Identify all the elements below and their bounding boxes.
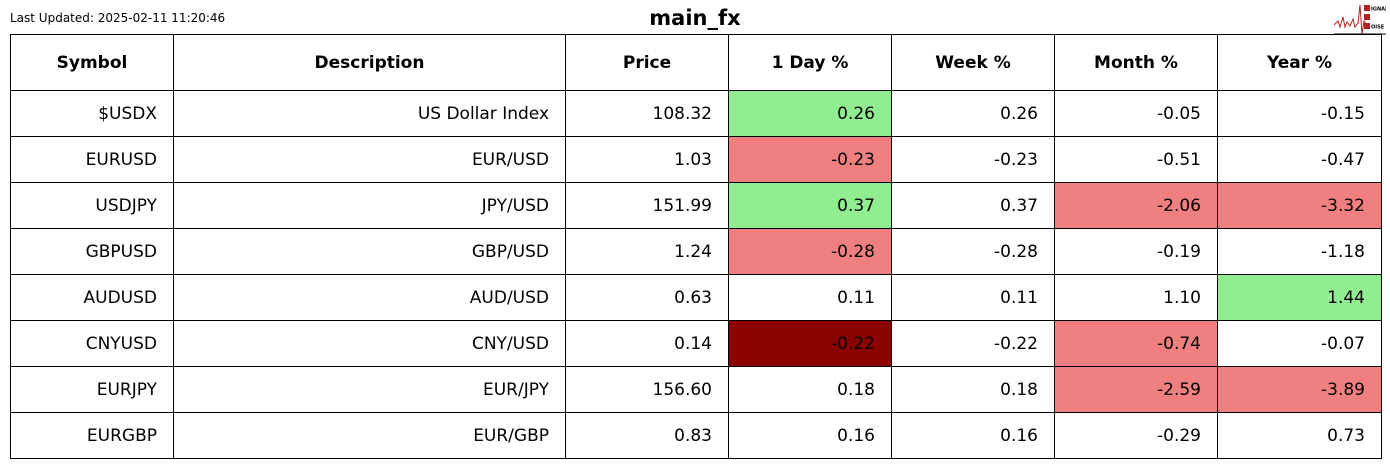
table-cell: -3.89 [1217,366,1382,413]
table-row: EURUSD EUR/USD 1.03 -0.23 -0.23 -0.51 -0.47 [10,136,1382,183]
table-cell: -0.28 [728,228,892,275]
table-cell: 0.16 [728,412,892,459]
table-cell: 1.03 [565,136,729,183]
column-header: Month % [1054,34,1218,91]
table-cell: -0.74 [1054,320,1218,367]
fx-table: Symbol Description Price 1 Day % Week % Month… [10,34,1382,459]
table-cell: 0.18 [891,366,1055,413]
table-cell: 0.37 [891,182,1055,229]
table-cell: AUD/USD [173,274,566,321]
table-cell: USDJPY [10,182,174,229]
table-row: EURJPY EUR/JPY 156.60 0.18 0.18 -2.59 -3.89 [10,366,1382,413]
table-cell: 108.32 [565,90,729,137]
signal-2-noise-logo: IGNAL OISE [1334,4,1386,35]
column-header: 1 Day % [728,34,892,91]
table-cell: -0.51 [1054,136,1218,183]
table-cell: -0.29 [1054,412,1218,459]
table-cell: AUDUSD [10,274,174,321]
table-cell: -3.32 [1217,182,1382,229]
table-cell: 1.44 [1217,274,1382,321]
table-cell: GBPUSD [10,228,174,275]
column-header: Symbol [10,34,174,91]
table-cell: 1.24 [565,228,729,275]
table-row: USDJPY JPY/USD 151.99 0.37 0.37 -2.06 -3.32 [10,182,1382,229]
table-cell: -0.28 [891,228,1055,275]
table-cell: 0.11 [728,274,892,321]
table-row: EURGBP EUR/GBP 0.83 0.16 0.16 -0.29 0.73 [10,412,1382,459]
table-cell: 151.99 [565,182,729,229]
table-cell: -0.19 [1054,228,1218,275]
table-cell: -0.47 [1217,136,1382,183]
header-row: Symbol Description Price 1 Day % Week % Month… [10,34,1382,91]
table-cell: US Dollar Index [173,90,566,137]
table-cell: 0.16 [891,412,1055,459]
table-cell: 0.26 [891,90,1055,137]
table-cell: EUR/JPY [173,366,566,413]
table-cell: -0.23 [891,136,1055,183]
table-cell: -0.23 [728,136,892,183]
table-row: GBPUSD GBP/USD 1.24 -0.28 -0.28 -0.19 -1.18 [10,228,1382,275]
column-header: Year % [1217,34,1382,91]
page-title: main_fx [649,6,741,30]
table-cell: GBP/USD [173,228,566,275]
table-cell: 0.26 [728,90,892,137]
table-cell: -2.59 [1054,366,1218,413]
table-cell: 0.18 [728,366,892,413]
table-row: CNYUSD CNY/USD 0.14 -0.22 -0.22 -0.74 -0.07 [10,320,1382,367]
table-cell: -0.15 [1217,90,1382,137]
table-cell: EURJPY [10,366,174,413]
table-cell: -0.22 [891,320,1055,367]
table-cell: EUR/USD [173,136,566,183]
table-row: AUDUSD AUD/USD 0.63 0.11 0.11 1.10 1.44 [10,274,1382,321]
table-cell: 0.73 [1217,412,1382,459]
table-cell: EURUSD [10,136,174,183]
last-updated: Last Updated: 2025-02-11 11:20:46 [10,11,226,25]
table-cell: 156.60 [565,366,729,413]
svg-text:IGNAL: IGNAL [1371,7,1386,13]
table-cell: 0.63 [565,274,729,321]
table-cell: -0.07 [1217,320,1382,367]
table-cell: EURGBP [10,412,174,459]
column-header: Price [565,34,729,91]
column-header: Week % [891,34,1055,91]
table-cell: 0.37 [728,182,892,229]
table-cell: 0.83 [565,412,729,459]
column-header: Description [173,34,566,91]
table-cell: 0.14 [565,320,729,367]
table-cell: -2.06 [1054,182,1218,229]
table-cell: -0.22 [728,320,892,367]
table-cell: $USDX [10,90,174,137]
table-cell: CNYUSD [10,320,174,367]
table-cell: -1.18 [1217,228,1382,275]
table-cell: EUR/GBP [173,412,566,459]
table-cell: -0.05 [1054,90,1218,137]
table-cell: 0.11 [891,274,1055,321]
table-row: $USDX US Dollar Index 108.32 0.26 0.26 -0.05-… [10,90,1382,137]
table-cell: 1.10 [1054,274,1218,321]
table-cell: CNY/USD [173,320,566,367]
table-cell: JPY/USD [173,182,566,229]
svg-text:OISE: OISE [1371,25,1385,31]
